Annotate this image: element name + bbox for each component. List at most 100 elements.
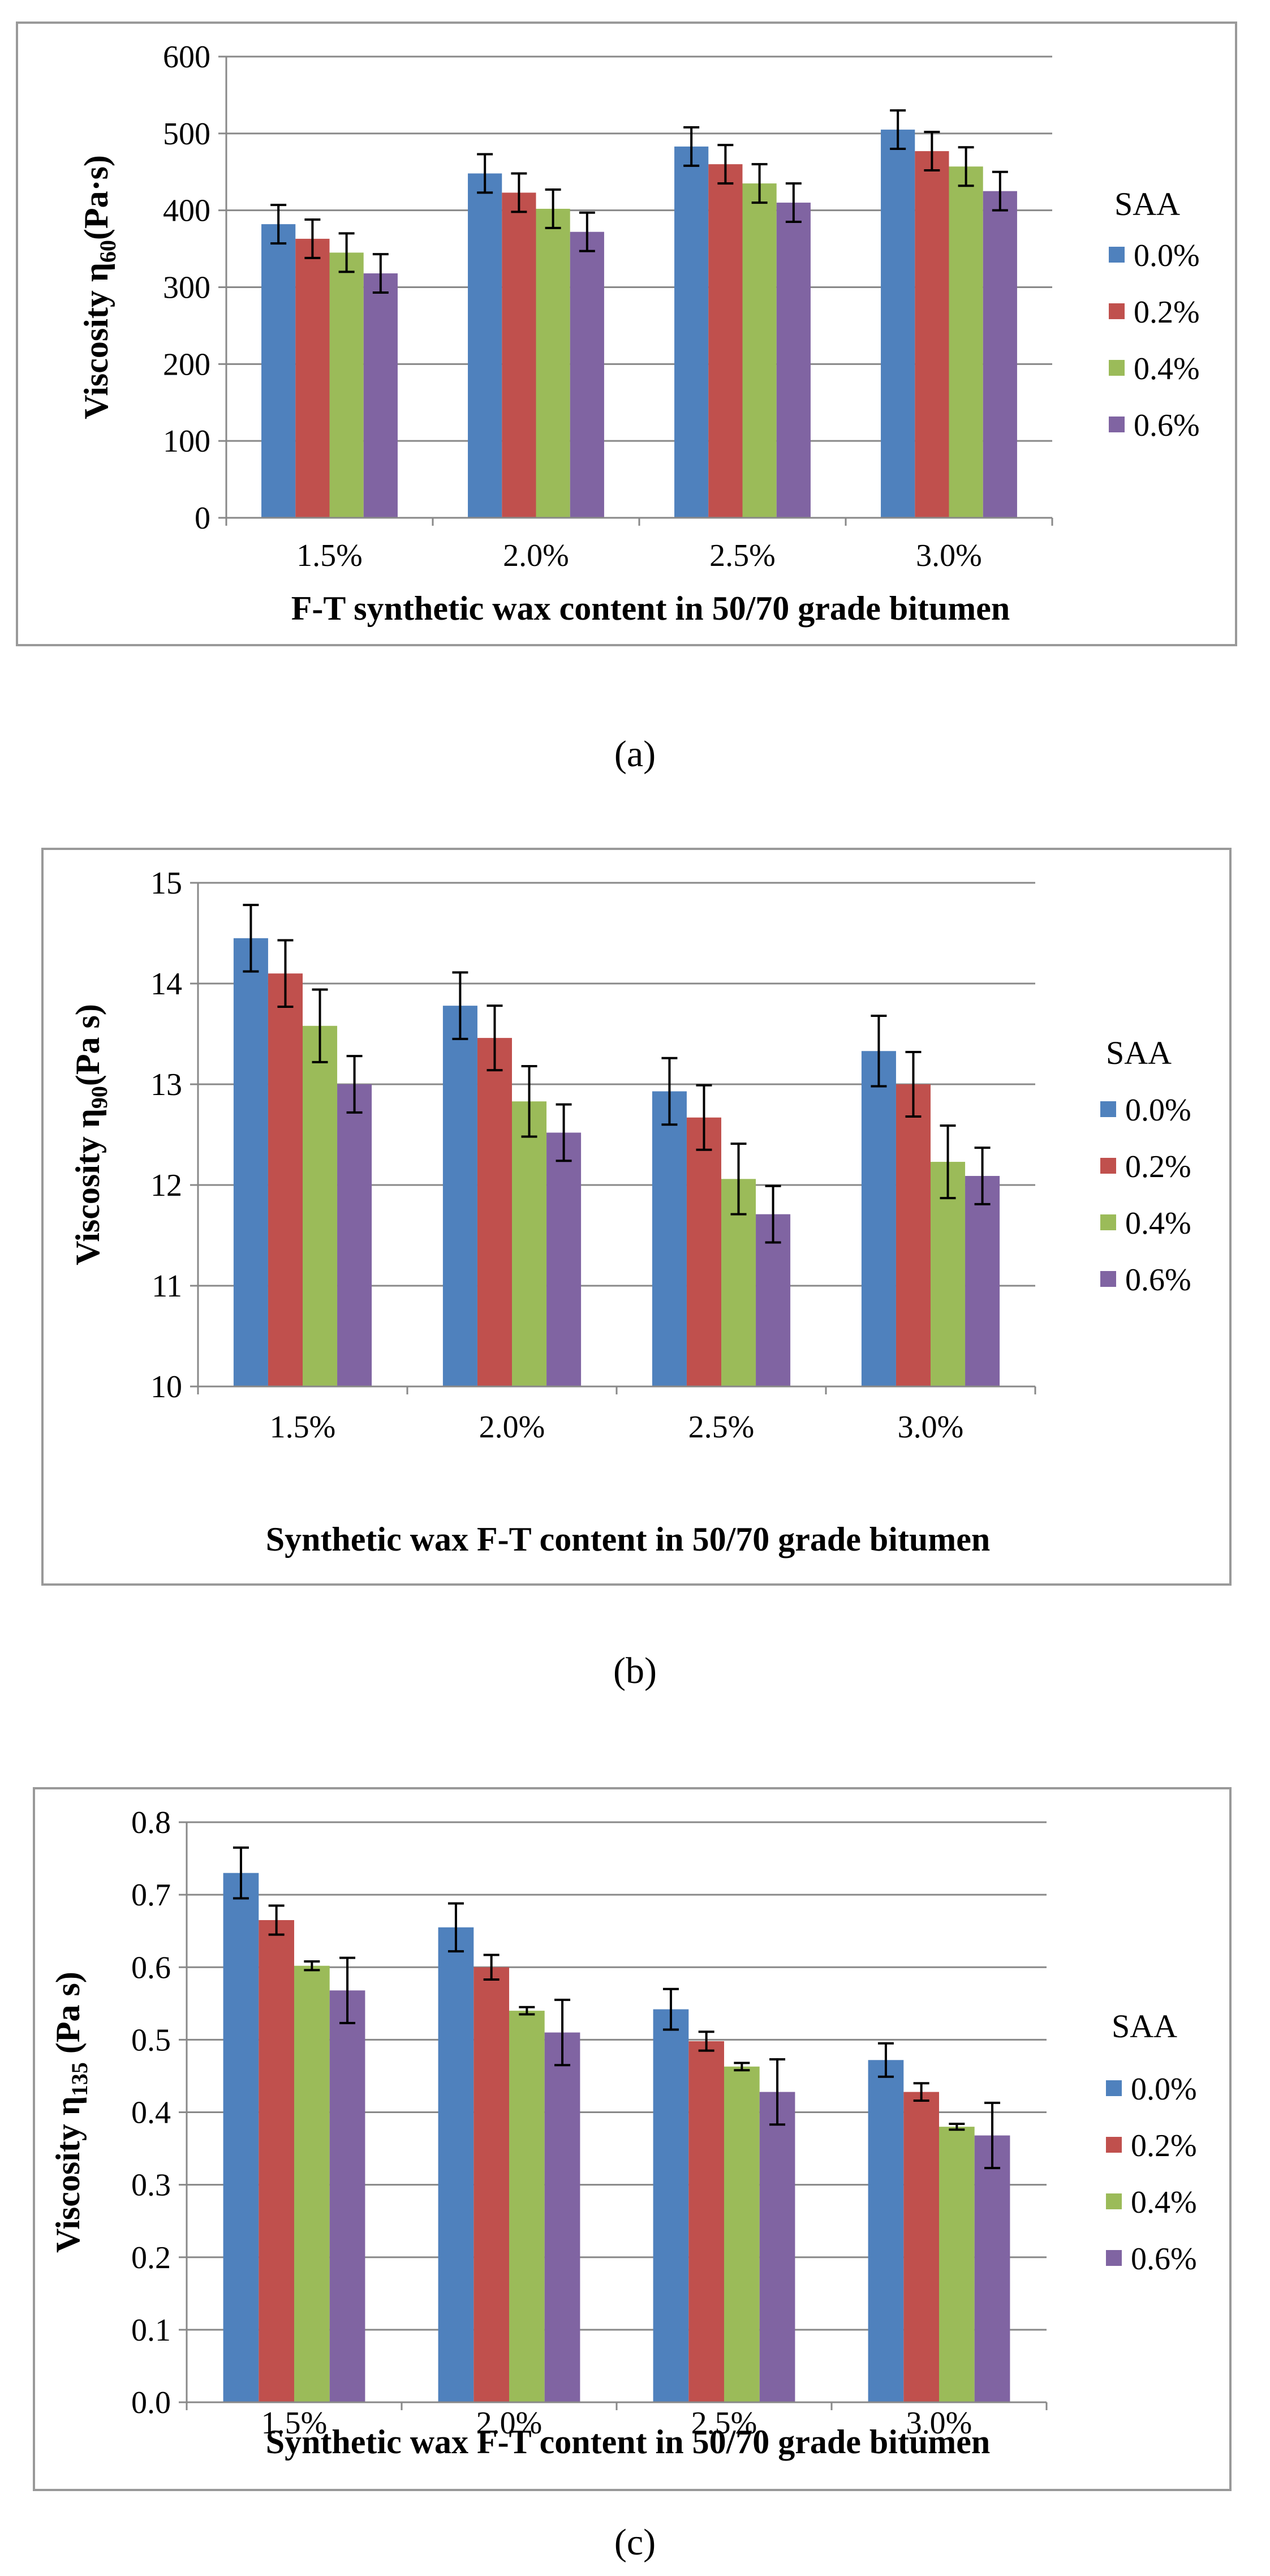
legend-label: 0.6% (1134, 408, 1200, 443)
y-tick-label: 200 (163, 347, 210, 382)
legend-label: 0.0% (1131, 2072, 1197, 2107)
bar-0-4pct-2-0pct (536, 208, 570, 518)
chart-b-svg: 10 11 12 13 14 15 1.5% 2.0% 2.5% 3.0% Synthetic wa… (41, 848, 1232, 1586)
bar-0-4pct-3-0pct (949, 166, 983, 518)
y-axis-title-main: Viscosity η (78, 263, 115, 419)
y-tick-label: 300 (163, 271, 210, 306)
chart-a-svg: 0 100 200 300 400 500 600 1.5% 2.0% 2.5% 3.0% F-T s… (16, 22, 1237, 646)
y-tick-label: 10 (150, 1369, 182, 1405)
legend-swatch (1109, 303, 1125, 319)
bar-0-6pct-2-0pct (544, 2032, 580, 2402)
x-tick-labels: 1.5% 2.0% 2.5% 3.0% (270, 1410, 964, 1445)
y-tick-label: 11 (152, 1269, 182, 1304)
legend-label: 0.0% (1134, 238, 1200, 273)
x-tick-labels: 1.5% 2.0% 2.5% 3.0% (296, 538, 982, 573)
y-axis-title-subscript: 135 (67, 2062, 92, 2096)
bar-0-6pct-2-0pct (546, 1132, 582, 1386)
bar-0-6pct-2-0pct (570, 231, 604, 518)
y-tick-label: 0.7 (131, 1878, 171, 1913)
chart-c-svg: 0.0 0.1 0.2 0.3 0.4 0.5 0.6 0.7 0.8 1.5% 2.0% 2.5% 3… (33, 1787, 1232, 2491)
bars (223, 1873, 1010, 2402)
caption-b: (b) (613, 1650, 657, 1691)
legend: SAA 0.0% 0.2% 0.4% 0.6% (1106, 2008, 1197, 2277)
error-bars (270, 109, 1008, 294)
legend-label: 0.2% (1134, 295, 1200, 330)
legend-title: SAA (1106, 1034, 1172, 1071)
y-tick-label: 12 (150, 1168, 182, 1203)
bar-0-2pct-2-5pct (708, 164, 743, 518)
chart-panel-a: 0 100 200 300 400 500 600 1.5% 2.0% 2.5% 3.0% F-T s… (0, 0, 1270, 775)
chart-panel-c: 0.0 0.1 0.2 0.3 0.4 0.5 0.6 0.7 0.8 1.5% 2.0% 2.5% 3… (0, 1766, 1270, 2576)
bars (261, 130, 1017, 518)
y-axis-title-subscript: 60 (95, 240, 120, 263)
bar-0-0pct-1-5pct (223, 1873, 259, 2402)
y-tick-label: 0.1 (131, 2313, 171, 2348)
bar-0-2pct-2-5pct (688, 2041, 724, 2402)
legend-label: 0.4% (1134, 351, 1200, 387)
y-tick-label: 14 (150, 967, 182, 1002)
legend-swatch (1100, 1214, 1116, 1230)
bar-0-2pct-3-0pct (915, 151, 949, 518)
bar-0-6pct-1-5pct (363, 273, 398, 518)
bar-0-0pct-2-5pct (652, 1091, 687, 1386)
bar-0-4pct-1-5pct (303, 1025, 338, 1386)
bar-0-6pct-3-0pct (974, 2135, 1010, 2402)
bar-0-6pct-2-5pct (776, 203, 811, 518)
chart-frame (41, 848, 1232, 1586)
caption-c: (c) (614, 2522, 656, 2563)
y-axis-title-main: Viscosity η (69, 1109, 106, 1265)
x-tick-label: 1.5% (296, 538, 363, 573)
bar-0-2pct-1-5pct (268, 973, 303, 1386)
bar-0-0pct-2-0pct (438, 1927, 474, 2402)
legend-swatch (1106, 2250, 1122, 2266)
y-axis-title: Viscosity η60(Pa·s) (78, 155, 120, 419)
y-tick-label: 15 (150, 866, 182, 901)
y-axis-title-unit: (Pa s) (49, 1972, 87, 2062)
legend-swatch (1106, 2137, 1122, 2153)
x-tick-label: 1.5% (261, 2406, 328, 2441)
x-tick-label: 2.5% (709, 538, 776, 573)
y-tick-labels: 0 100 200 300 400 500 600 (163, 40, 210, 536)
x-tick-label: 2.0% (479, 1410, 545, 1445)
legend-swatch (1106, 2193, 1122, 2209)
y-tick-label: 0.5 (131, 2023, 171, 2058)
y-axis-title-main: Viscosity η (49, 2096, 87, 2253)
bar-0-2pct-3-0pct (896, 1084, 931, 1386)
y-axis-title-subscript: 90 (87, 1086, 112, 1109)
chart-frame (33, 1787, 1232, 2491)
bar-0-6pct-3-0pct (965, 1175, 1000, 1386)
legend-label: 0.0% (1125, 1093, 1191, 1128)
y-tick-label: 13 (150, 1067, 182, 1102)
bar-0-4pct-2-0pct (509, 2011, 545, 2402)
legend-swatch (1106, 2080, 1122, 2096)
caption-a: (a) (614, 733, 656, 775)
y-tick-labels: 10 11 12 13 14 15 (150, 866, 182, 1405)
x-tick-label: 3.0% (906, 2406, 972, 2441)
bar-0-4pct-2-0pct (512, 1101, 547, 1386)
bar-0-0pct-1-5pct (233, 938, 268, 1386)
bar-0-2pct-3-0pct (903, 2092, 939, 2402)
bar-0-2pct-1-5pct (259, 1920, 294, 2402)
x-tick-label: 2.0% (476, 2406, 543, 2441)
y-axis-title-unit: (Pa s) (69, 1004, 106, 1086)
bar-0-2pct-2-0pct (473, 1967, 509, 2402)
bar-0-2pct-2-0pct (502, 192, 536, 518)
y-tick-label: 0.8 (131, 1805, 171, 1840)
legend-label: 0.4% (1125, 1206, 1191, 1241)
x-tick-label: 3.0% (916, 538, 982, 573)
legend: SAA 0.0% 0.2% 0.4% 0.6% (1100, 1034, 1191, 1298)
bar-0-2pct-2-0pct (477, 1038, 512, 1386)
y-tick-label: 400 (163, 194, 210, 229)
legend-swatch (1100, 1158, 1116, 1174)
bar-0-0pct-3-0pct (881, 130, 915, 518)
error-bars (233, 1846, 1001, 2170)
bar-0-4pct-2-5pct (742, 183, 777, 518)
bar-0-4pct-1-5pct (329, 252, 364, 518)
y-tick-label: 100 (163, 424, 210, 459)
legend-swatch (1109, 360, 1125, 376)
bar-0-6pct-1-5pct (329, 1990, 365, 2402)
error-bars (243, 904, 991, 1244)
legend-swatch (1109, 417, 1125, 432)
legend-swatch (1109, 247, 1125, 263)
bar-0-0pct-1-5pct (261, 224, 296, 518)
